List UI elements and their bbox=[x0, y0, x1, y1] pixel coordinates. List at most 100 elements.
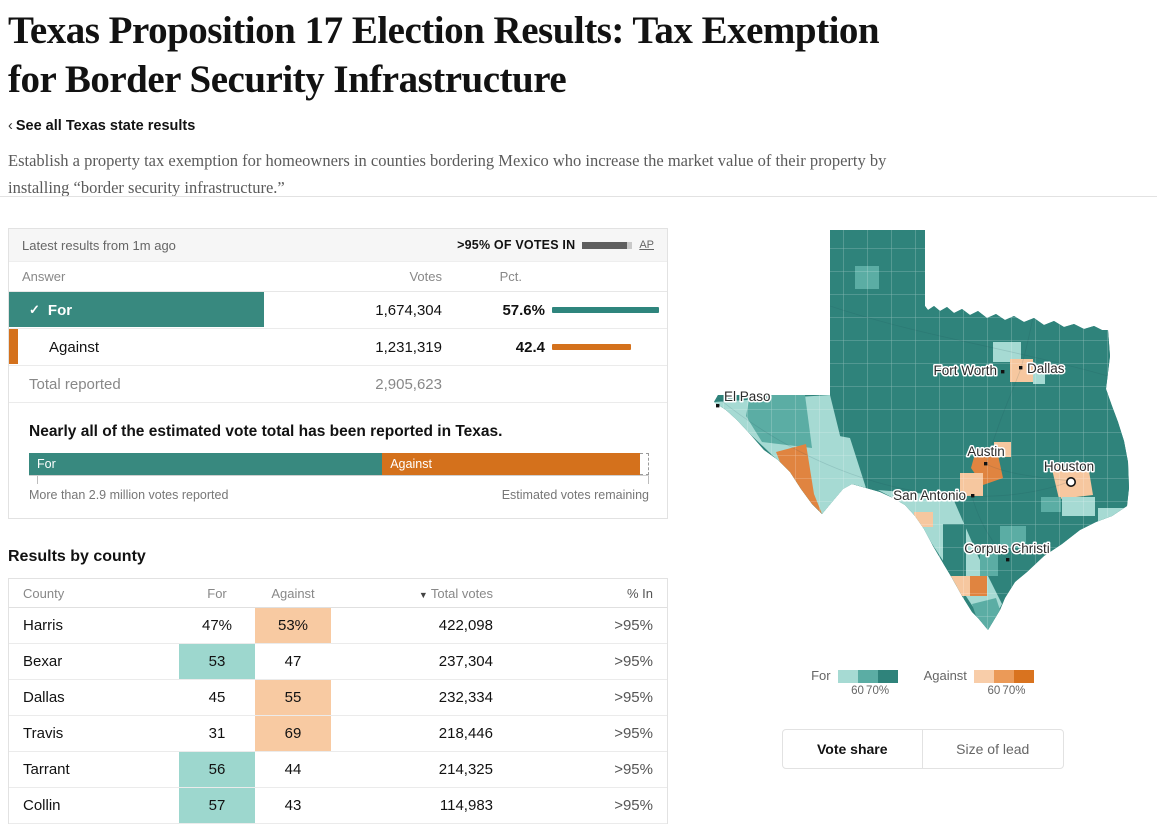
results-card-header: Latest results from 1m ago >95% OF VOTES… bbox=[9, 229, 667, 262]
legend-against-swatches: 60 70% bbox=[973, 670, 1034, 697]
latest-results-text: Latest results from 1m ago bbox=[22, 237, 176, 253]
county-section-heading: Results by county bbox=[8, 548, 146, 565]
estimate-bar-for: For bbox=[29, 453, 383, 475]
table-row: Tarrant 56 44 214,325 >95% bbox=[9, 752, 667, 788]
for-pct-value: 57.6% bbox=[502, 301, 545, 319]
estimate-bar-against: Against bbox=[382, 453, 640, 475]
table-row: Collin 57 43 114,983 >95% bbox=[9, 788, 667, 824]
city-label: El Paso bbox=[724, 389, 771, 404]
against-answer-accent bbox=[9, 329, 18, 364]
legend-against-label: Against bbox=[923, 668, 967, 683]
total-votes-value: 237,304 bbox=[438, 653, 493, 670]
against-column-header[interactable]: Against bbox=[271, 585, 315, 601]
votes-in-meter bbox=[582, 241, 633, 249]
county-name: Travis bbox=[23, 725, 64, 742]
houston-circle bbox=[1065, 477, 1076, 488]
city-markers: El Paso Fort Worth Dallas Austin Houston… bbox=[716, 360, 1096, 562]
back-link-label: See all Texas state results bbox=[15, 118, 196, 134]
against-value-cell: 53% bbox=[255, 608, 331, 643]
check-icon: ✓ bbox=[29, 302, 40, 317]
county-name: Collin bbox=[23, 797, 61, 814]
votes-in-meter-fill bbox=[582, 241, 628, 249]
answer-column-label: Answer bbox=[22, 269, 66, 284]
for-value-cell: 57 bbox=[179, 788, 255, 823]
vote-share-button[interactable]: Vote share bbox=[816, 741, 888, 757]
votes-reported-note: More than 2.9 million votes reported bbox=[29, 488, 229, 502]
city-label: Corpus Christi bbox=[964, 541, 1050, 556]
against-value-cell: 55 bbox=[255, 680, 331, 715]
total-reported-label: Total reported bbox=[29, 375, 121, 393]
sort-desc-icon: ▼ bbox=[418, 589, 428, 600]
for-column-header[interactable]: For bbox=[207, 585, 227, 601]
pct-in-value: >95% bbox=[614, 689, 653, 706]
total-votes-value: 218,446 bbox=[438, 725, 493, 742]
total-reported-value: 2,905,623 bbox=[375, 375, 442, 393]
against-pct-value: 42.4 bbox=[515, 338, 545, 356]
fort-worth-dot bbox=[1001, 370, 1005, 374]
county-name: Tarrant bbox=[23, 761, 70, 778]
legend-for-label: For bbox=[811, 668, 831, 683]
map-legend: For 60 70% Against 60 70% bbox=[700, 668, 1145, 697]
pct-in-value: >95% bbox=[614, 797, 653, 814]
back-link[interactable]: ‹ See all Texas state results bbox=[8, 118, 195, 134]
results-column-headers: Answer Votes Pct. bbox=[9, 262, 667, 292]
pct-column-label: Pct. bbox=[499, 269, 522, 284]
estimate-bar-remaining bbox=[640, 453, 649, 475]
total-votes-column-header[interactable]: ▼ Total votes bbox=[418, 585, 493, 601]
total-votes-value: 422,098 bbox=[438, 617, 493, 634]
against-pct-bar bbox=[552, 344, 631, 350]
pct-in-column-header[interactable]: % In bbox=[626, 585, 653, 601]
for-pct-bar bbox=[552, 307, 660, 313]
chevron-left-icon: ‹ bbox=[8, 118, 13, 134]
estimate-bar: For Against bbox=[29, 453, 649, 475]
ap-source-link[interactable]: AP bbox=[639, 239, 654, 251]
for-value-cell: 31 bbox=[208, 725, 226, 742]
against-votes-value: 1,231,319 bbox=[375, 338, 442, 356]
votes-in-label: >95% OF VOTES IN bbox=[457, 238, 576, 252]
county-name: Bexar bbox=[23, 653, 63, 670]
total-votes-value: 232,334 bbox=[438, 689, 493, 706]
for-answer-label: For bbox=[47, 301, 73, 319]
city-label: San Antonio bbox=[893, 488, 966, 503]
against-value-cell: 43 bbox=[284, 797, 302, 814]
against-value-cell: 69 bbox=[255, 716, 331, 751]
for-value-cell: 47% bbox=[201, 617, 233, 634]
dallas-dot bbox=[1019, 366, 1023, 370]
city-label: Austin bbox=[967, 444, 1005, 459]
table-row: Travis 31 69 218,446 >95% bbox=[9, 716, 667, 752]
county-patches bbox=[714, 230, 1129, 630]
against-answer-label: Against bbox=[49, 338, 100, 356]
total-reported-row: Total reported 2,905,623 bbox=[9, 366, 667, 403]
for-value-cell: 53 bbox=[179, 644, 255, 679]
city-label: Dallas bbox=[1027, 361, 1065, 376]
estimate-bracket bbox=[29, 475, 649, 485]
result-row-for: ✓ For 1,674,304 57.6% bbox=[9, 292, 667, 329]
against-value-cell: 47 bbox=[284, 653, 302, 670]
pct-in-value: >95% bbox=[614, 617, 653, 634]
for-answer-highlight bbox=[9, 292, 264, 327]
total-votes-value: 114,983 bbox=[439, 797, 493, 814]
county-column-header[interactable]: County bbox=[23, 585, 65, 601]
divider bbox=[0, 196, 1157, 197]
map-mode-toggle: Vote share Size of lead bbox=[781, 729, 1064, 769]
table-row: Harris 47% 53% 422,098 >95% bbox=[9, 608, 667, 644]
city-label: Fort Worth bbox=[933, 363, 997, 378]
size-of-lead-button[interactable]: Size of lead bbox=[922, 730, 1063, 768]
result-row-against: Against 1,231,319 42.4 bbox=[9, 329, 667, 366]
county-table-header: County For Against ▼ Total votes % In bbox=[9, 579, 667, 608]
page-title: Texas Proposition 17 Election Results: T… bbox=[8, 9, 880, 101]
county-table: County For Against ▼ Total votes % In Har… bbox=[8, 578, 668, 824]
estimate-heading: Nearly all of the estimated vote total h… bbox=[29, 423, 503, 440]
results-card: Latest results from 1m ago >95% OF VOTES… bbox=[8, 228, 668, 519]
estimate-section: Nearly all of the estimated vote total h… bbox=[9, 403, 667, 518]
texas-county-map[interactable]: El Paso Fort Worth Dallas Austin Houston… bbox=[700, 226, 1145, 640]
for-value-cell: 45 bbox=[208, 689, 226, 706]
table-row: Bexar 53 47 237,304 >95% bbox=[9, 644, 667, 680]
votes-remaining-note: Estimated votes remaining bbox=[501, 488, 649, 502]
county-table-body: Harris 47% 53% 422,098 >95% Bexar 53 47 237,304 >… bbox=[9, 608, 667, 824]
pct-in-value: >95% bbox=[614, 725, 653, 742]
for-votes-value: 1,674,304 bbox=[375, 301, 442, 319]
pct-in-value: >95% bbox=[614, 761, 653, 778]
austin-dot bbox=[984, 462, 988, 466]
el-paso-dot bbox=[716, 404, 720, 408]
